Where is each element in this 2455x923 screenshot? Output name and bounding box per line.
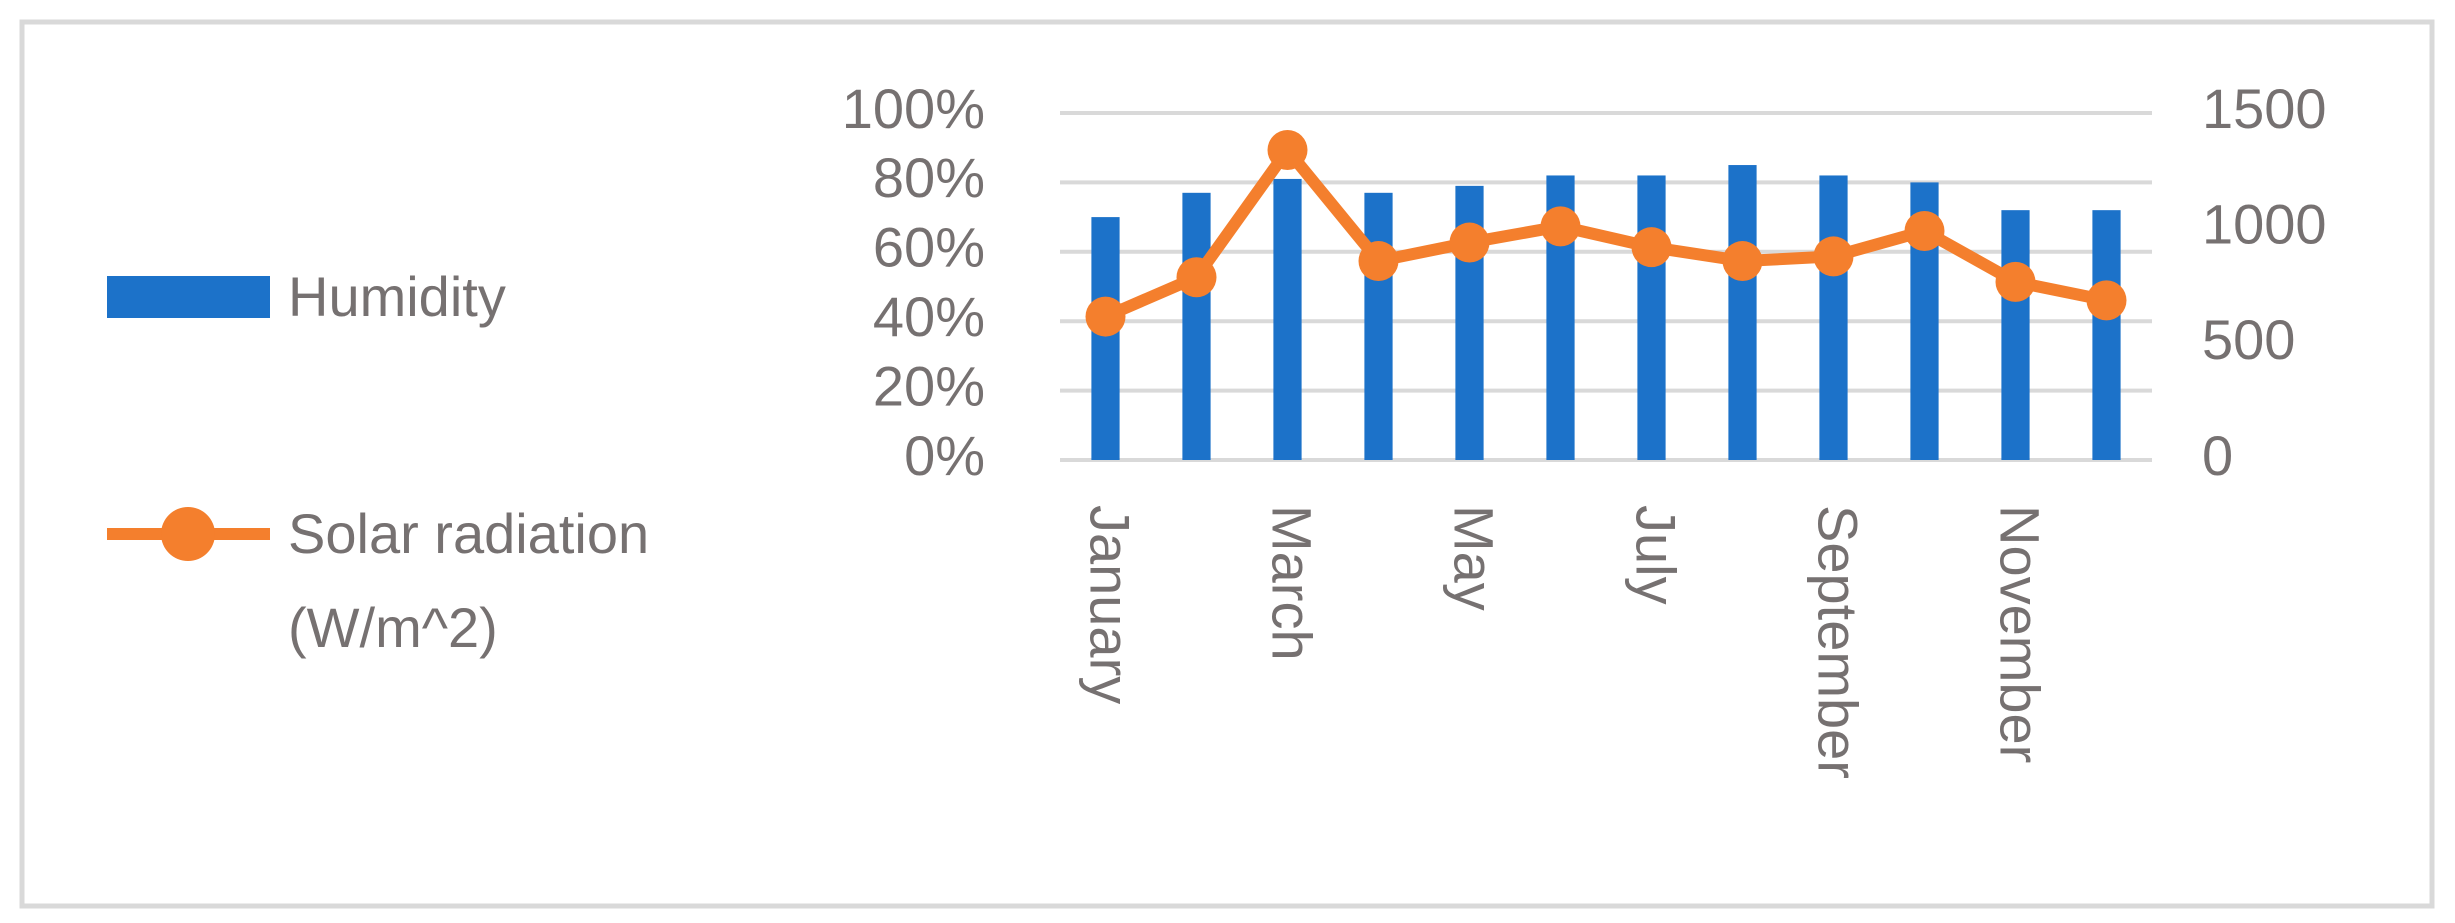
line-marker (1267, 130, 1308, 171)
legend-marker (161, 507, 215, 561)
bar (1273, 178, 1302, 460)
line-marker (1085, 296, 1126, 337)
bar (1091, 217, 1120, 460)
line-marker (1813, 236, 1854, 277)
y2-tick-label: 500 (2202, 308, 2295, 371)
bar (1819, 175, 1848, 460)
line-marker (1631, 227, 1672, 268)
bar (2001, 210, 2030, 460)
legend-label: Humidity (288, 265, 506, 328)
y-tick-label: 80% (873, 146, 985, 209)
x-tick-label: September (1807, 505, 1870, 779)
line-marker (1904, 210, 1945, 251)
line-marker (1176, 257, 1217, 298)
line-marker (1449, 222, 1490, 263)
chart-border (19, 19, 2435, 909)
line-marker (2086, 280, 2127, 321)
bar (1182, 192, 1211, 460)
x-tick-label: November (1989, 505, 2052, 763)
y-tick-label: 60% (873, 216, 985, 279)
y2-tick-label: 0 (2202, 424, 2233, 487)
bar (1728, 165, 1757, 461)
line-marker (1722, 241, 1763, 282)
legend-swatch (107, 276, 270, 318)
y2-tick-label: 1000 (2202, 192, 2327, 255)
bar (1364, 192, 1393, 460)
line-marker (1540, 206, 1581, 247)
line-marker (1995, 261, 2036, 302)
y2-tick-label: 1500 (2202, 77, 2327, 140)
y-tick-label: 100% (842, 77, 985, 140)
x-tick-label: May (1443, 505, 1506, 611)
y-tick-label: 40% (873, 285, 985, 348)
line (1103, 144, 2108, 323)
y-tick-label: 20% (873, 354, 985, 417)
bar (1637, 175, 1666, 460)
bar (2092, 210, 2121, 460)
x-tick-label: January (1079, 505, 1142, 704)
line-marker (1358, 241, 1399, 282)
x-tick-label: July (1625, 505, 1688, 605)
x-tick-label: March (1261, 505, 1324, 661)
legend-label: Solar radiation (W/m^2) (288, 502, 650, 659)
y-tick-label: 0% (904, 424, 985, 487)
